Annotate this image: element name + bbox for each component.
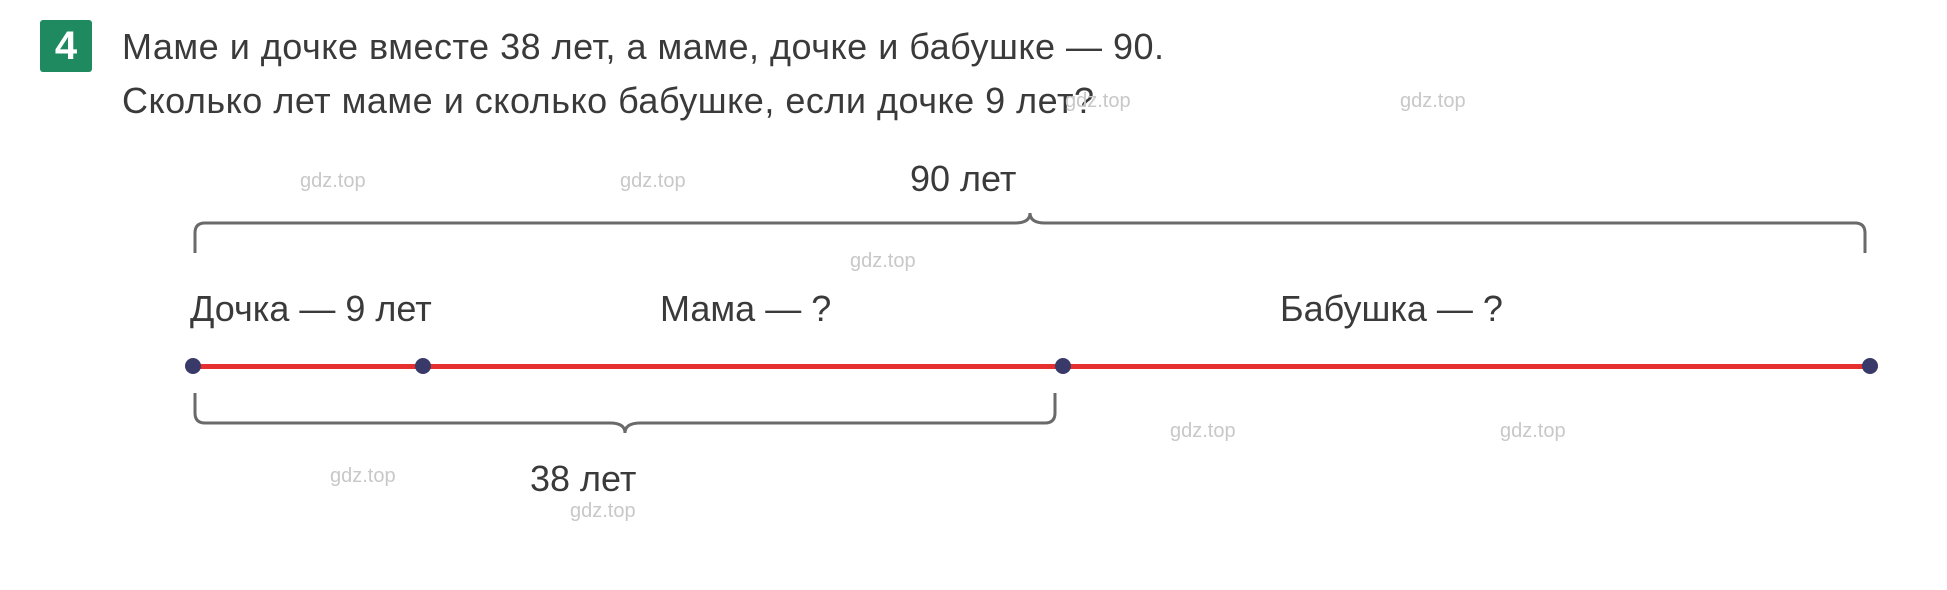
watermark-text: gdz.top	[850, 250, 916, 273]
watermark-text: gdz.top	[1500, 420, 1566, 443]
line-dot	[415, 358, 431, 374]
problem-text-line1: Маме и дочке вместе 38 лет, а маме, дочк…	[122, 26, 1165, 67]
dochka-label: Дочка — 9 лет	[190, 288, 432, 330]
babushka-label: Бабушка — ?	[1280, 288, 1503, 330]
watermark-text: gdz.top	[1065, 90, 1131, 113]
watermark-text: gdz.top	[570, 500, 636, 523]
line-dot	[1862, 358, 1878, 374]
bottom-subtotal-label: 38 лет	[530, 458, 636, 500]
watermark-text: gdz.top	[330, 465, 396, 488]
top-bracket	[190, 208, 1870, 258]
problem-text-line2: Сколько лет маме и сколько бабушке, если…	[122, 80, 1095, 121]
number-line	[190, 358, 1870, 378]
bottom-bracket	[190, 388, 1060, 438]
problem-number-box: 4	[40, 20, 92, 72]
problem-number: 4	[55, 24, 77, 69]
problem-container: 4 Маме и дочке вместе 38 лет, а маме, до…	[40, 20, 1907, 128]
line-dot	[1055, 358, 1071, 374]
problem-text: Маме и дочке вместе 38 лет, а маме, дочк…	[122, 20, 1165, 128]
watermark-text: gdz.top	[300, 170, 366, 193]
mama-label: Мама — ?	[660, 288, 831, 330]
diagram-area: 90 лет Дочка — 9 лет Мама — ? Бабушка — …	[160, 158, 1880, 538]
watermark-text: gdz.top	[620, 170, 686, 193]
watermark-text: gdz.top	[1170, 420, 1236, 443]
watermark-text: gdz.top	[1400, 90, 1466, 113]
number-line-segment	[190, 364, 1870, 369]
top-total-label: 90 лет	[910, 158, 1016, 200]
line-dot	[185, 358, 201, 374]
